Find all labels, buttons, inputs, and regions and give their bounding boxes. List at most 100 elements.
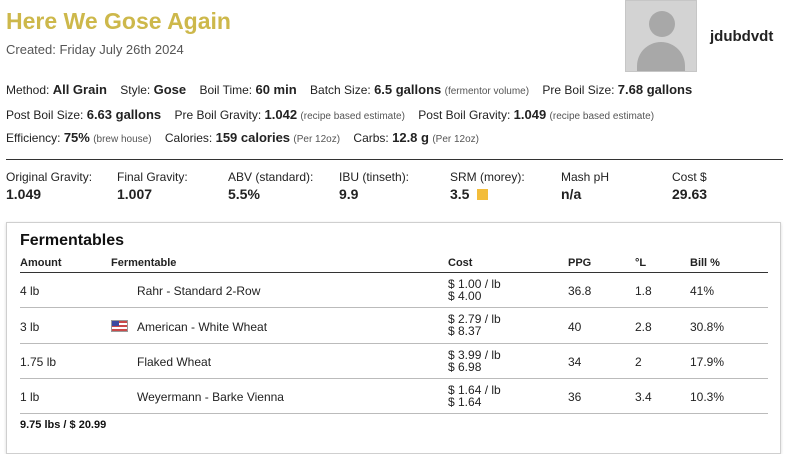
row-fermentable-name[interactable]: American - White Wheat [137,320,268,334]
batch-size-label: Batch Size: [310,83,371,97]
carbs-value: 12.8 g [392,130,429,145]
row-amount: 1 lb [20,390,40,404]
created-date: Created: Friday July 26th 2024 [6,42,184,57]
row-ppg: 40 [568,320,582,334]
pre-boil-gravity-note: (recipe based estimate) [300,111,405,122]
calories-value: 159 calories [215,130,291,145]
avatar-body-icon [637,42,685,71]
us-flag-icon [111,320,128,332]
stat-cost: Cost $ 29.63 [672,170,707,202]
stat-fg-label: Final Gravity: [117,170,188,184]
efficiency-note: (brew house) [93,134,152,145]
row-amount: 3 lb [20,320,40,334]
stat-og-label: Original Gravity: [6,170,93,184]
fermentables-card: Fermentables Amount Fermentable Cost PPG… [6,222,781,454]
pre-boil-gravity-label: Pre Boil Gravity: [174,108,262,122]
row-cost-total: $ 4.00 [448,289,482,303]
header-fermentable: Fermentable [111,257,177,269]
row-cost-total: $ 6.98 [448,360,482,374]
header-bill: Bill % [690,257,720,269]
header-divider [20,272,768,273]
post-boil-size-label: Post Boil Size: [6,108,84,122]
row-ppg: 34 [568,355,582,369]
stat-fg: Final Gravity: 1.007 [117,170,188,202]
stat-ibu-label: IBU (tinseth): [339,170,410,184]
batch-size-note: (fermentor volume) [444,86,530,97]
fermentables-title: Fermentables [20,232,125,249]
style-value: Gose [153,82,187,97]
avatar[interactable] [625,0,697,72]
row-bill: 30.8% [690,320,725,334]
stat-abv: ABV (standard): 5.5% [228,170,313,202]
boil-time-label: Boil Time: [199,83,253,97]
header-ppg: PPG [568,257,592,269]
pre-boil-gravity-value: 1.042 [264,107,298,122]
row-divider [20,413,768,414]
row-ppg: 36.8 [568,284,592,298]
method-value: All Grain [52,82,107,97]
row-amount: 4 lb [20,284,40,298]
post-boil-size-value: 6.63 gallons [86,107,162,122]
post-boil-gravity-value: 1.049 [513,107,547,122]
calories-note: (Per 12oz) [293,134,341,145]
stat-ibu: IBU (tinseth): 9.9 [339,170,409,202]
pre-boil-size-value: 7.68 gallons [617,82,693,97]
carbs-label: Carbs: [353,131,389,145]
row-cost-per-lb: $ 1.00 / lb [448,277,501,291]
fermentables-total: 9.75 lbs / $ 20.99 [20,419,107,431]
pre-boil-size-label: Pre Boil Size: [542,83,615,97]
row-bill: 10.3% [690,390,725,404]
stat-mash-ph-label: Mash pH [561,170,610,184]
stat-og-value: 1.049 [6,186,42,202]
stat-abv-label: ABV (standard): [228,170,314,184]
srm-color-swatch [477,188,489,200]
calories-label: Calories: [164,131,213,145]
row-lovibond: 2 [635,355,642,369]
avatar-head-icon [649,11,675,37]
meta-row-2: Post Boil Size: 6.63 gallons Pre Boil Gr… [6,107,664,122]
carbs-note: (Per 12oz) [432,134,479,145]
row-cost-per-lb: $ 1.64 / lb [448,383,501,397]
header-cost: Cost [448,257,473,269]
row-ppg: 36 [568,390,582,404]
stat-mash-ph: Mash pH n/a [561,170,609,202]
row-bill: 41% [690,284,715,298]
meta-divider [6,159,783,160]
stat-srm-label: SRM (morey): [450,170,525,184]
stats-bar: Original Gravity: 1.049 Final Gravity: 1… [6,170,783,206]
row-divider [20,343,768,344]
stat-ibu-value: 9.9 [339,186,359,202]
row-divider [20,378,768,379]
header-amount: Amount [20,257,62,269]
meta-row-1: Method: All Grain Style: Gose Boil Time:… [6,82,702,97]
method-label: Method: [6,83,50,97]
row-amount: 1.75 lb [20,355,57,369]
stat-srm-value: 3.5 [450,186,525,202]
efficiency-value: 75% [63,130,90,145]
row-cost-per-lb: $ 2.79 / lb [448,312,501,326]
row-bill: 17.9% [690,355,725,369]
stat-cost-label: Cost $ [672,170,707,184]
stat-og: Original Gravity: 1.049 [6,170,92,202]
row-fermentable-name[interactable]: Weyermann - Barke Vienna [137,390,284,404]
recipe-title: Here We Gose Again [6,8,231,34]
stat-cost-value: 29.63 [672,186,708,202]
row-lovibond: 2.8 [635,320,652,334]
stat-mash-ph-value: n/a [561,186,582,202]
row-cost-total: $ 1.64 [448,395,482,409]
row-lovibond: 3.4 [635,390,652,404]
row-fermentable-name[interactable]: Flaked Wheat [137,355,212,369]
boil-time-value: 60 min [255,82,297,97]
row-cost-total: $ 8.37 [448,324,482,338]
row-cost-per-lb: $ 3.99 / lb [448,348,501,362]
post-boil-gravity-label: Post Boil Gravity: [418,108,511,122]
username-link[interactable]: jdubdvdt [710,28,774,45]
stat-abv-value: 5.5% [228,186,260,202]
row-divider [20,307,768,308]
meta-row-3: Efficiency: 75% (brew house) Calories: 1… [6,130,489,145]
batch-size-value: 6.5 gallons [374,82,442,97]
stat-fg-value: 1.007 [117,186,153,202]
row-fermentable-name[interactable]: Rahr - Standard 2-Row [137,284,261,298]
style-label: Style: [120,83,151,97]
stat-srm: SRM (morey): 3.5 [450,170,525,202]
